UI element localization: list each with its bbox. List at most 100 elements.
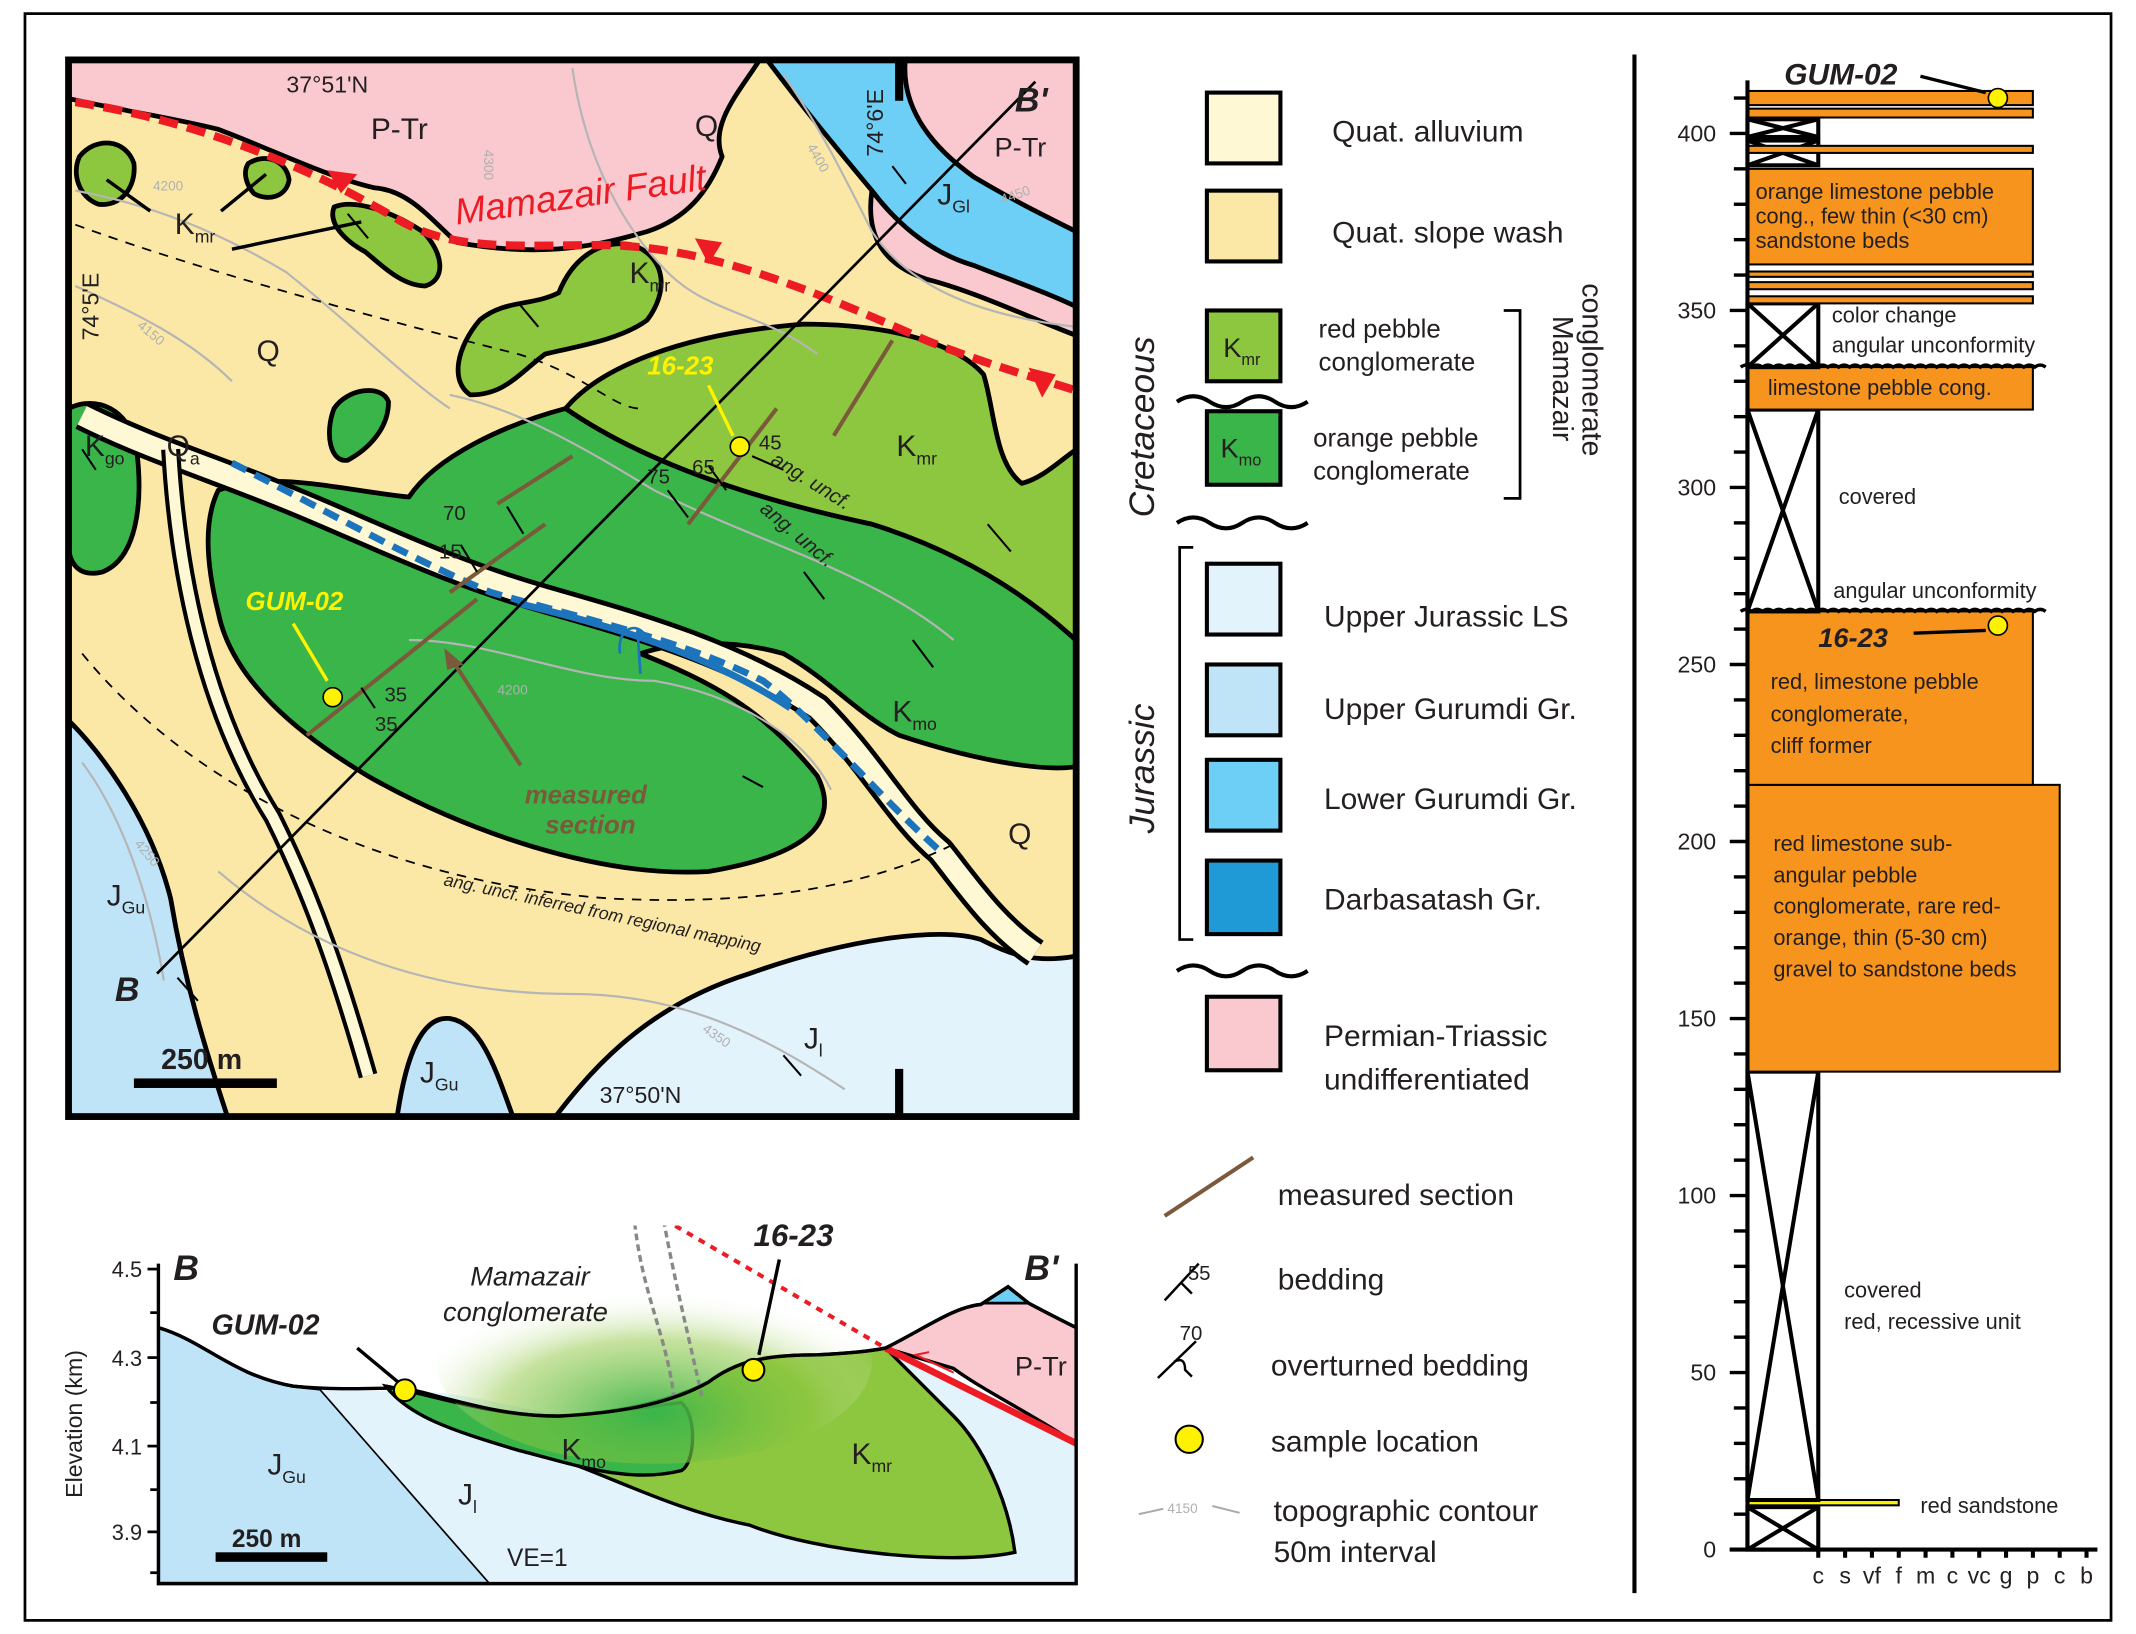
legend-bedding-icon [1163,1262,1200,1302]
legend-label-upper-jurassic-ls: Upper Jurassic LS [1324,600,1569,633]
legend-swatch-permian-triassic [1204,994,1283,1073]
column-ytick-label: 200 [1678,829,1717,855]
legend-swatch-kmo [1204,409,1283,487]
figure-frame [23,12,2113,1622]
column-sample-label-16-23: 16-23 [1818,622,1888,653]
xs-mamazair-label: conglomerate [443,1296,608,1327]
xs-scale-bar [215,1552,328,1562]
column-note: angular unconformity [1832,333,2035,358]
column-note: sandstone beds [1756,228,1910,253]
geologic-map: 4200 4300 4150 4200 4250 4350 4400 4450 [65,56,1080,1120]
column-note: red, recessive unit [1844,1309,2021,1334]
xs-topographic-profile [158,1284,1077,1418]
xs-mamazair-conglomerate-projection [436,1259,872,1464]
legend-period-cretaceous: Cretaceous [1122,336,1162,517]
map-scale-label: 250 m [161,1044,242,1076]
column-bed-conglomerate [1746,610,2034,786]
xs-unit-kmo: Kmo [561,1434,606,1472]
measured-section-arrow [448,655,523,767]
unit-label-jgu: JGu [420,1057,459,1095]
xs-ytick: 4.5 [112,1257,142,1282]
legend-kmr-symbol: Kmr [1223,332,1261,369]
column-note: limestone pebble cong. [1768,375,1992,400]
svg-text:45: 45 [759,432,782,454]
contour-label: 4300 [481,150,496,181]
column-sample-marker [1987,87,2009,109]
legend-label-permian-triassic: undifferentiated [1324,1063,1530,1096]
column-note: gravel to sandstone beds [1773,956,2016,981]
legend-label-lower-gurumdi: Lower Gurumdi Gr. [1324,783,1577,816]
column-sample-label-gum-02: GUM-02 [1784,58,1897,91]
xs-ytick: 4.3 [112,1346,142,1371]
legend-swatch-quat-slope-wash [1204,188,1283,264]
unit-label-ptr: P-Tr [371,113,428,146]
column-note: covered [1844,1278,1921,1303]
legend-kmo-symbol: Kmo [1221,433,1262,470]
measured-section-label: measured [525,781,648,809]
column-covered-cross [1745,408,1821,613]
contour-label: 4200 [497,682,528,697]
legend-swatch-lower-gurumdi [1204,757,1283,833]
xs-ytick: 4.1 [112,1434,142,1459]
legend-brackets [1178,309,1522,941]
dip-labels: 70 15 75 65 45 35 35 [375,432,782,736]
column-ytick-label: 400 [1678,121,1717,147]
legend-unconformity-symbols [1175,394,1309,979]
svg-text:65: 65 [692,457,715,479]
xs-mamazair-label: Mamazair [470,1260,590,1291]
permian-triassic-east [868,188,1074,338]
unit-label-q: Q [1008,818,1031,851]
unit-label-kmr: Kmr [630,257,671,295]
legend-label-quat-alluvium: Quat. alluvium [1332,116,1523,149]
measured-section-label: section [545,811,636,839]
xs-sample-label-16-23: 16-23 [753,1218,834,1253]
column-covered-cross [1746,117,1819,139]
xs-ylabel: Elevation (km) [61,1350,87,1498]
column-bed-conglomerate [1746,281,2034,291]
xs-unit-ptr: P-Tr [1015,1350,1067,1381]
legend-sample-icon [1174,1424,1204,1454]
kmr-blob-4 [455,241,664,398]
unit-label-kmo: Kmo [892,696,937,734]
column-note: red sandstone [1920,1493,2058,1518]
svg-text:conglomerate: conglomerate [1313,457,1470,485]
xs-vertical-exaggeration: VE=1 [507,1545,568,1572]
xs-unit-jl: Jl [458,1479,477,1517]
unit-label-qa: Qa [167,430,200,468]
column-bed-conglomerate [1746,167,2034,266]
column-grain-label: p [2026,1563,2039,1589]
sample-marker-16-23[interactable] [729,436,751,457]
jgu-south [395,1016,515,1114]
legend-swatch-kmr [1204,308,1283,384]
mamazair-fault-trace [74,98,1074,394]
legend-swatch-upper-gurumdi [1204,662,1283,738]
sample-marker-gum-02[interactable] [322,686,344,708]
kmr-pointer-arrows [105,172,362,251]
column-grain-label: b [2080,1563,2093,1589]
cross-section: 4.5 4.3 4.1 3.9 Elevation (km) B B' GUM-… [61,1218,1078,1586]
measured-section-lines [305,339,895,737]
contour-label: 4200 [153,179,184,194]
column-grain-label: vc [1968,1563,1991,1589]
svg-text:4150: 4150 [1167,1501,1198,1516]
section-line-b-b-prime [156,80,1037,975]
xs-fault-projection [670,1225,887,1350]
legend-label-quat-slope-wash: Quat. slope wash [1332,216,1563,249]
column-unconformity [1739,607,2047,614]
column-bed-conglomerate [1746,366,2034,411]
latitude-label-top: 37°51'N [286,72,368,98]
column-covered-cross [1746,301,1820,369]
legend-measured-section-icon [1163,1155,1255,1218]
xs-mamazair-fault [884,1345,1077,1447]
column-note: orange limestone pebble [1756,179,1994,204]
xs-sample-marker-16-23[interactable] [741,1357,766,1382]
svg-text:red pebble: red pebble [1319,316,1441,344]
kmo-blob [327,388,391,463]
xs-sample-marker-gum-02[interactable] [392,1378,417,1403]
unit-label-ptr: P-Tr [994,132,1046,163]
legend-swatch-upper-jurassic-ls [1204,561,1283,637]
svg-text:55: 55 [1188,1263,1211,1285]
sample-label-gum-02: GUM-02 [246,588,344,616]
